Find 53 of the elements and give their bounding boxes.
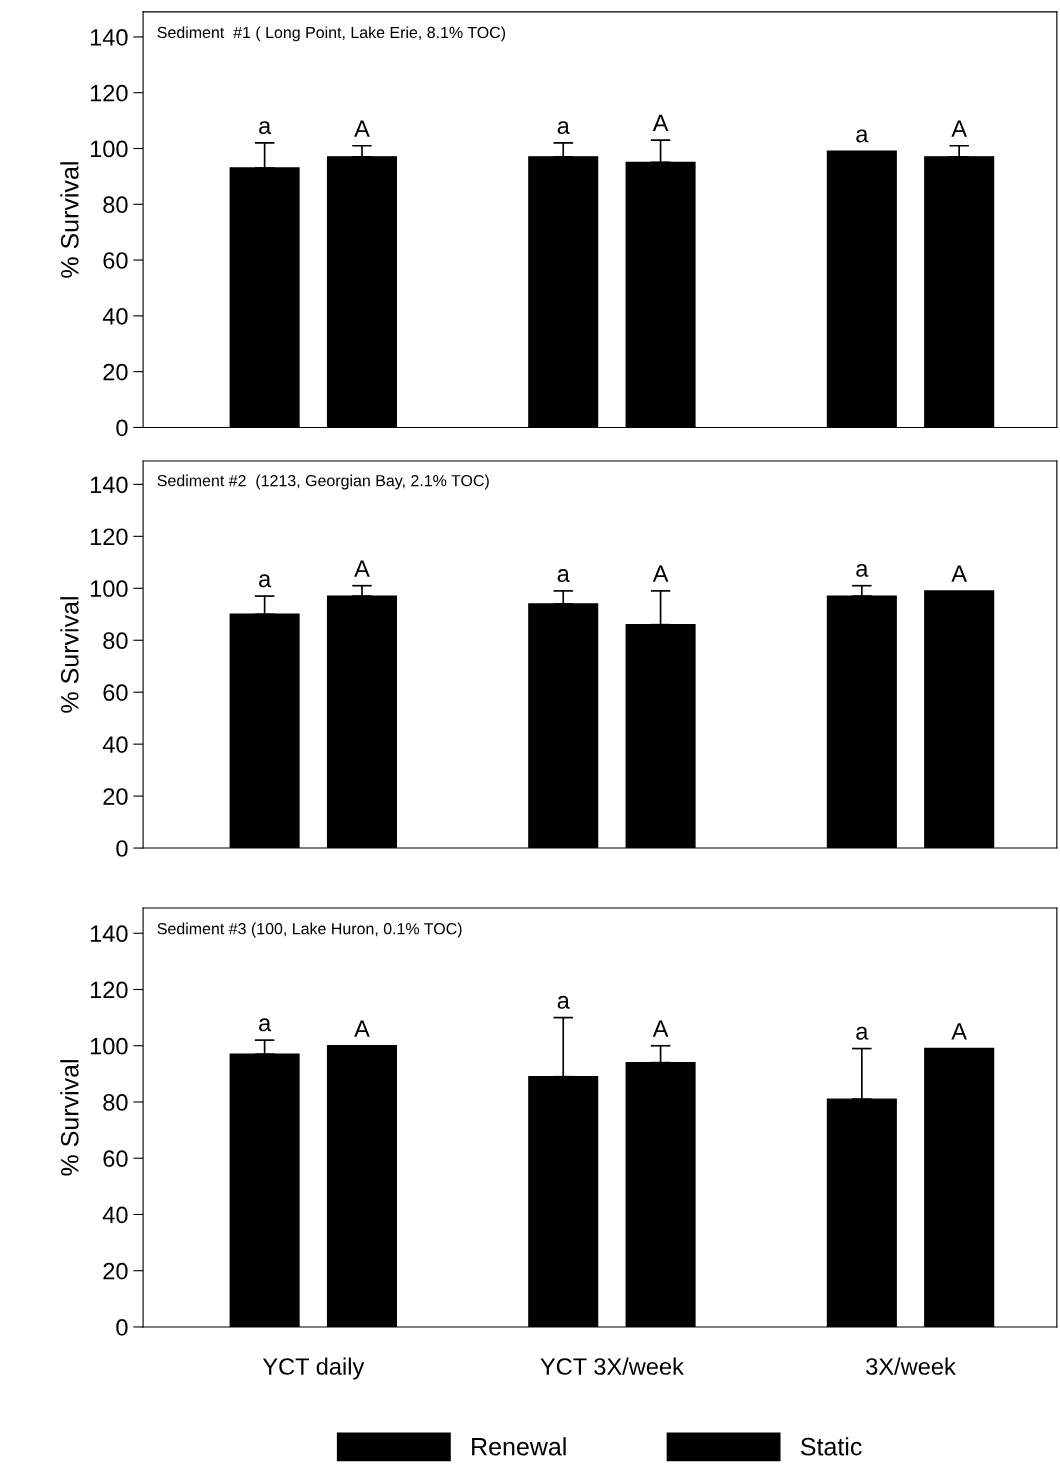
y-tick-label: 140 [90, 29, 128, 46]
y-tick-label: 40 [102, 736, 128, 753]
data-label: A [652, 114, 669, 132]
x-tick-label: 3X/week [866, 1357, 956, 1375]
data-label: a [856, 1026, 869, 1040]
data-label: A [354, 560, 370, 577]
legend-label: Renewal [472, 1437, 566, 1456]
y-tick-label: 140 [90, 925, 128, 943]
y-tick-label: 80 [103, 632, 128, 650]
y-tick-label: 0 [116, 419, 128, 437]
y-axis-title: % Survival [60, 162, 79, 278]
x-tick-label: YCT 3X/week [540, 1357, 684, 1375]
y-tick-label: 40 [102, 307, 128, 325]
y-axis-title: % Survival [60, 597, 79, 713]
y-tick-label: 100 [90, 1037, 128, 1055]
data-label: a [557, 995, 570, 1009]
x-tick-label: YCT daily [262, 1357, 365, 1380]
text: Sediment #3 (100, Lake Huron, 0.1% TOC) [157, 922, 462, 938]
data-label: A [354, 120, 370, 137]
y-tick-label: 60 [103, 1150, 128, 1168]
y-tick-label: 60 [103, 252, 128, 269]
text: Sediment #1 ( Long Point, Lake Erie, 8.1% TOC) [157, 26, 506, 42]
y-tick-label: 20 [103, 363, 128, 381]
data-label: a [259, 121, 272, 135]
data-label: a [557, 569, 570, 583]
data-label: A [652, 1020, 669, 1037]
y-tick-label: 60 [103, 684, 128, 701]
y-tick-label: 0 [116, 840, 128, 857]
y-tick-label: 80 [103, 196, 128, 214]
data-label: a [259, 574, 272, 588]
y-tick-label: 100 [90, 140, 128, 158]
data-label: a [856, 129, 869, 143]
data-label: a [259, 1018, 272, 1032]
data-label: A [951, 1023, 967, 1040]
y-tick-label: 120 [90, 981, 128, 999]
data-label: A [951, 565, 967, 582]
y-tick-label: 120 [90, 528, 128, 546]
y-tick-label: 40 [102, 1206, 128, 1224]
text: Sediment #2 (1213, Georgian Bay, 2.1% TOC) [157, 474, 489, 490]
y-tick-label: 0 [116, 1319, 128, 1336]
y-tick-label: 20 [103, 1262, 128, 1280]
data-label: A [951, 120, 967, 137]
data-label: A [652, 565, 669, 582]
legend-label: Static [800, 1437, 862, 1456]
y-tick-label: 80 [103, 1094, 128, 1111]
y-tick-label: 20 [103, 788, 128, 805]
y-tick-label: 140 [90, 476, 128, 494]
y-tick-label: 100 [90, 580, 128, 598]
y-axis-title: % Survival [60, 1060, 79, 1176]
data-label: a [856, 563, 869, 577]
y-tick-label: 120 [90, 84, 128, 102]
data-label: a [557, 121, 570, 135]
data-label: A [354, 1020, 370, 1037]
